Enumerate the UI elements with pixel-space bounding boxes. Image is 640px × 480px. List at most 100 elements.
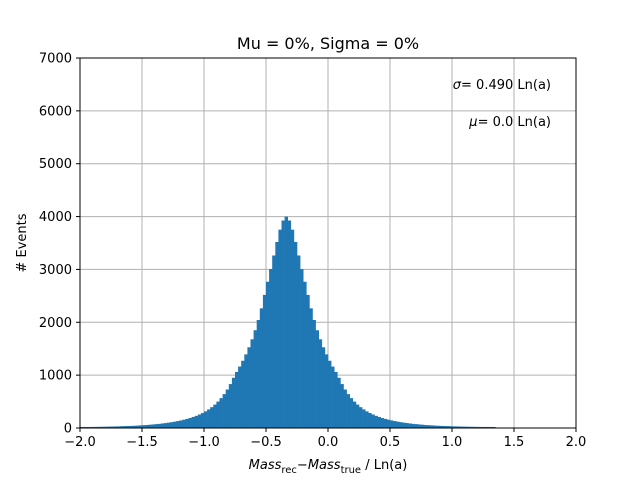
histogram-bar bbox=[399, 422, 403, 428]
histogram-bar bbox=[309, 308, 313, 428]
histogram-bar bbox=[120, 426, 124, 428]
histogram-bar bbox=[151, 424, 155, 428]
sigma-annotation: σ= 0.490 Ln(a) bbox=[453, 78, 551, 93]
x-tick-label: 1.0 bbox=[442, 435, 463, 450]
histogram-bar bbox=[259, 308, 264, 428]
histogram-bar bbox=[176, 421, 180, 428]
histogram-bar bbox=[362, 409, 366, 428]
histogram-bar bbox=[461, 426, 465, 428]
y-axis-label: # Events bbox=[15, 213, 30, 272]
histogram-bar bbox=[135, 425, 140, 428]
histogram-bar bbox=[154, 424, 158, 428]
histogram-bar bbox=[343, 389, 347, 428]
histogram-bar bbox=[163, 423, 168, 428]
histogram-bar bbox=[173, 421, 177, 428]
histogram-bar bbox=[262, 294, 267, 428]
histogram-bar bbox=[241, 360, 245, 428]
histogram-bar bbox=[486, 426, 490, 428]
histogram-bar bbox=[157, 423, 161, 428]
mu-annotation: μ= 0.0 Ln(a) bbox=[468, 115, 551, 130]
histogram-bar bbox=[489, 426, 493, 428]
histogram-bar bbox=[324, 354, 329, 428]
histogram-bar bbox=[427, 425, 431, 428]
histogram-bar bbox=[483, 426, 487, 428]
histogram-bar bbox=[368, 413, 372, 428]
chart-title: Mu = 0%, Sigma = 0% bbox=[237, 34, 419, 53]
histogram-bar bbox=[104, 426, 109, 428]
histogram-bar bbox=[334, 371, 338, 428]
histogram-bar bbox=[145, 424, 149, 428]
histogram-bar bbox=[473, 426, 478, 428]
histogram-bar bbox=[306, 294, 310, 428]
x-tick-label: −1.0 bbox=[188, 435, 220, 450]
histogram-bar bbox=[92, 426, 96, 428]
histogram-bar bbox=[421, 424, 425, 428]
histogram-bar bbox=[439, 425, 443, 428]
histogram-bar bbox=[95, 426, 99, 428]
histogram-bar bbox=[231, 377, 236, 428]
y-tick-label: 3000 bbox=[39, 263, 72, 278]
histogram-bar bbox=[275, 241, 279, 428]
y-tick-label: 5000 bbox=[39, 157, 72, 172]
histogram-bar bbox=[476, 426, 481, 428]
histogram-bar bbox=[448, 426, 453, 428]
histogram-bar bbox=[86, 426, 90, 428]
histogram-bar bbox=[445, 426, 450, 428]
histogram-bar bbox=[191, 416, 195, 428]
histogram-bar bbox=[278, 229, 282, 428]
x-label-sub-a: rec bbox=[281, 465, 297, 476]
histogram-bar bbox=[377, 416, 381, 428]
y-tick-label: 2000 bbox=[39, 316, 72, 331]
x-axis-label: Massrec−Masstrue / Ln(a) bbox=[249, 458, 408, 476]
histogram-bar bbox=[290, 229, 295, 428]
histogram-bar bbox=[374, 415, 378, 428]
histogram-bar bbox=[331, 366, 335, 428]
histogram-bar bbox=[321, 347, 326, 428]
histogram-bar bbox=[284, 216, 288, 428]
histogram-bar bbox=[430, 425, 434, 428]
x-label-term-a: Mass bbox=[249, 458, 282, 473]
x-label-sub-b: true bbox=[341, 465, 362, 476]
histogram-bar bbox=[219, 398, 223, 428]
histogram-bar bbox=[355, 404, 360, 428]
x-tick-label: −0.5 bbox=[250, 435, 282, 450]
mu-value: = 0.0 Ln(a) bbox=[478, 115, 551, 130]
histogram-bar bbox=[337, 377, 341, 428]
histogram-bar bbox=[390, 420, 394, 428]
histogram-bar bbox=[225, 389, 230, 428]
histogram-bar bbox=[200, 413, 205, 428]
histogram-bar bbox=[464, 426, 468, 428]
histogram-bar bbox=[414, 424, 419, 428]
histogram-bar bbox=[433, 425, 437, 428]
histogram-bar bbox=[204, 411, 208, 428]
histogram-bar bbox=[244, 354, 248, 428]
histogram-bar bbox=[148, 424, 152, 428]
histogram-bar bbox=[287, 220, 292, 428]
histogram-bar bbox=[386, 419, 391, 428]
x-label-operator: − bbox=[297, 458, 308, 473]
y-tick-label: 4000 bbox=[39, 210, 72, 225]
histogram-bar bbox=[98, 426, 102, 428]
histogram-bar bbox=[182, 419, 186, 428]
y-tick-label: 1000 bbox=[39, 369, 72, 384]
histogram-bar bbox=[160, 423, 164, 428]
histogram-bar bbox=[129, 425, 133, 428]
histogram-bar bbox=[126, 425, 130, 428]
histogram-bar bbox=[303, 281, 307, 428]
ticks: −2.0 −1.5 −1.0 −0.5 0.0 0.5 1.0 1.5 2.0 0 1000 2000… bbox=[39, 52, 586, 451]
histogram-bar bbox=[197, 414, 202, 428]
histogram-bar bbox=[349, 398, 354, 428]
bars bbox=[80, 216, 496, 428]
histogram-bar bbox=[436, 425, 440, 428]
histogram-bar bbox=[272, 255, 276, 428]
histogram-bar bbox=[123, 426, 127, 428]
histogram-bar bbox=[117, 426, 121, 428]
y-tick-label: 7000 bbox=[39, 52, 72, 67]
y-tick-label: 6000 bbox=[39, 104, 72, 119]
histogram-bar bbox=[312, 320, 316, 428]
sigma-value: = 0.490 Ln(a) bbox=[461, 78, 551, 93]
histogram-bar bbox=[228, 384, 233, 428]
histogram-bar bbox=[253, 330, 257, 428]
histogram-bar bbox=[405, 423, 409, 428]
histogram-bar bbox=[188, 418, 192, 428]
